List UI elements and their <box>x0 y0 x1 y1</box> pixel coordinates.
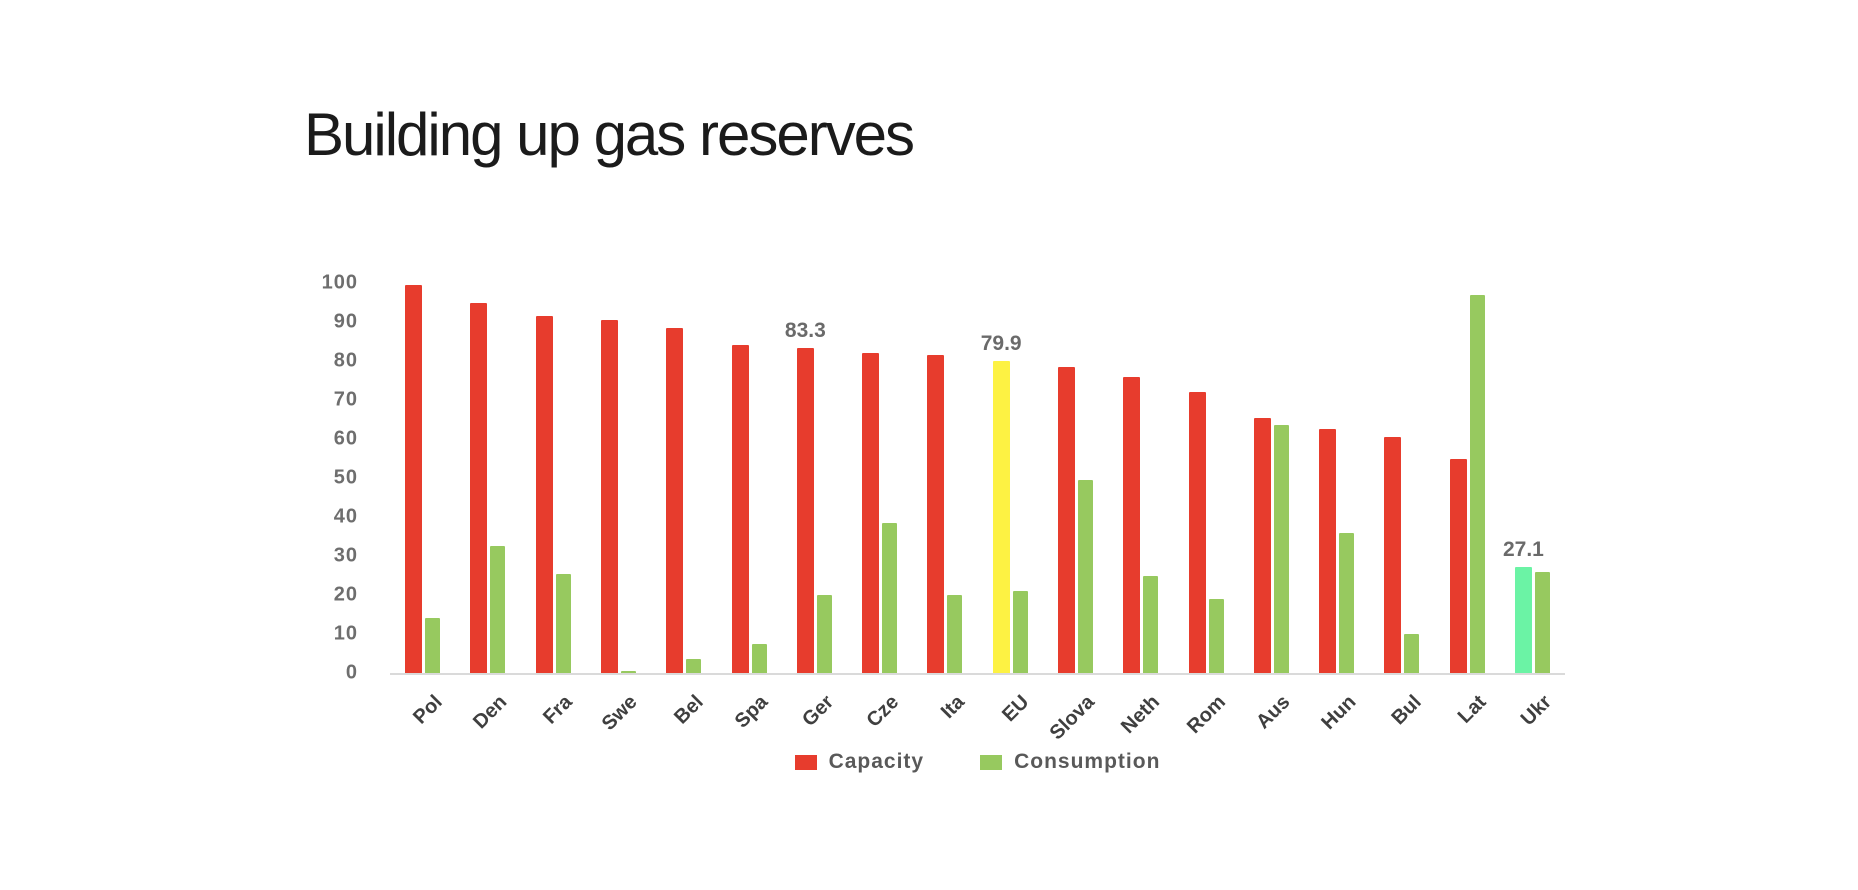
page-title: Building up gas reserves <box>304 101 915 168</box>
x-label-text: Slova <box>1045 691 1099 745</box>
bar-capacity-lat <box>1449 458 1467 673</box>
bar-group-den <box>455 283 520 673</box>
bar-capacity-aus <box>1253 417 1271 673</box>
legend-swatch-consumption <box>980 754 1003 770</box>
x-label-text: Cze <box>862 691 904 732</box>
bar-group-aus <box>1239 283 1304 673</box>
legend-item-consumption: Consumption <box>980 750 1160 774</box>
bar-consumption-lat <box>1469 294 1485 673</box>
bar-capacity-den <box>470 302 488 673</box>
bar-consumption-swe <box>620 671 636 673</box>
bar-capacity-bel <box>666 327 684 673</box>
bar-consumption-spa <box>751 643 767 673</box>
bar-group-neth <box>1108 283 1173 673</box>
data-label-eu: 79.9 <box>980 332 1022 356</box>
y-tick-70: 70 <box>333 388 358 411</box>
bar-consumption-pol <box>425 618 441 673</box>
bar-consumption-fra <box>555 573 571 673</box>
bar-capacity-eu: 79.9 <box>981 332 1022 673</box>
y-tick-30: 30 <box>333 544 358 567</box>
bar-capacity-neth <box>1123 376 1141 673</box>
bar-group-swe <box>586 283 651 673</box>
x-label-text: Den <box>469 691 512 734</box>
bar-consumption-ukr <box>1534 571 1550 673</box>
x-label-text: Pol <box>408 691 447 729</box>
y-tick-20: 20 <box>333 583 358 606</box>
bar-consumption-bul <box>1404 634 1420 673</box>
bar-group-ger: 83.3 <box>782 283 847 673</box>
bar-consumption-ita <box>947 595 963 673</box>
chart-legend: Capacity Consumption <box>390 750 1565 774</box>
bar-group-ita <box>912 283 977 673</box>
x-label-text: Lat <box>1453 691 1491 728</box>
bar-capacity-bul <box>1384 437 1402 673</box>
data-label-ger: 83.3 <box>784 319 826 343</box>
x-axis-labels: Pol Den Fra Swe Bel Spa Ger Cze Ita EU Slova Neth Ro… <box>390 679 1565 759</box>
bar-group-pol <box>390 283 455 673</box>
bar-group-spa <box>716 283 781 673</box>
x-label-text: Aus <box>1252 691 1295 734</box>
bar-group-slova <box>1043 283 1108 673</box>
bar-capacity-rom <box>1188 392 1206 673</box>
bar-capacity-ita <box>927 355 945 673</box>
x-label-text: Bul <box>1387 691 1426 730</box>
bar-capacity-ger: 83.3 <box>785 319 826 673</box>
bar-capacity-spa <box>731 345 749 673</box>
bar-capacity-fra <box>535 316 553 673</box>
x-label-text: Rom <box>1182 691 1230 738</box>
bar-consumption-neth <box>1143 575 1159 673</box>
bar-consumption-bel <box>686 659 702 673</box>
bar-group-eu: 79.9 <box>978 283 1043 673</box>
bar-group-lat <box>1435 283 1500 673</box>
y-tick-50: 50 <box>333 466 358 489</box>
legend-label: Capacity <box>828 750 925 773</box>
bar-capacity-cze <box>862 353 880 673</box>
legend-swatch-capacity <box>794 754 817 770</box>
bar-group-rom <box>1173 283 1238 673</box>
x-label-text: Swe <box>598 691 643 735</box>
bar-consumption-hun <box>1339 532 1355 673</box>
y-axis: 0 10 20 30 40 50 60 70 80 90 100 <box>0 272 358 684</box>
bar-consumption-aus <box>1273 425 1289 673</box>
bar-group-fra <box>521 283 586 673</box>
data-label-ukr: 27.1 <box>1502 538 1544 562</box>
bar-consumption-eu <box>1012 591 1028 673</box>
y-tick-80: 80 <box>333 349 358 372</box>
bar-capacity-pol <box>405 284 423 673</box>
plot-area: 83.3 79.9 27.1 <box>390 283 1565 675</box>
y-tick-10: 10 <box>333 622 358 645</box>
bar-consumption-ger <box>816 595 832 673</box>
bar-consumption-slova <box>1077 479 1093 673</box>
bar-consumption-den <box>490 546 506 673</box>
x-label-text: Bel <box>669 691 708 729</box>
x-label-text: Hun <box>1317 691 1361 735</box>
bar-group-hun <box>1304 283 1369 673</box>
bar-group-cze <box>847 283 912 673</box>
x-label-text: Ita <box>936 691 969 724</box>
y-tick-100: 100 <box>321 271 358 294</box>
bar-capacity-swe <box>600 320 618 673</box>
y-tick-40: 40 <box>333 505 358 528</box>
bar-capacity-slova <box>1057 366 1075 673</box>
bar-group-ukr: 27.1 <box>1500 283 1565 673</box>
x-label-text: Fra <box>539 691 577 729</box>
bar-consumption-rom <box>1208 598 1224 673</box>
x-label-text: Spa <box>731 691 773 733</box>
y-tick-0: 0 <box>345 661 358 684</box>
bar-consumption-cze <box>882 522 898 673</box>
bar-capacity-ukr: 27.1 <box>1503 538 1544 673</box>
y-tick-60: 60 <box>333 427 358 450</box>
x-label-text: Ger <box>797 691 838 731</box>
y-tick-90: 90 <box>333 310 358 333</box>
bar-capacity-hun <box>1319 429 1337 673</box>
legend-label: Consumption <box>1014 750 1161 773</box>
x-label-text: Neth <box>1117 691 1165 738</box>
bar-group-bul <box>1369 283 1434 673</box>
x-label-text: EU <box>998 691 1034 727</box>
legend-item-capacity: Capacity <box>794 750 925 774</box>
x-label-text: Ukr <box>1516 691 1556 731</box>
bar-group-bel <box>651 283 716 673</box>
